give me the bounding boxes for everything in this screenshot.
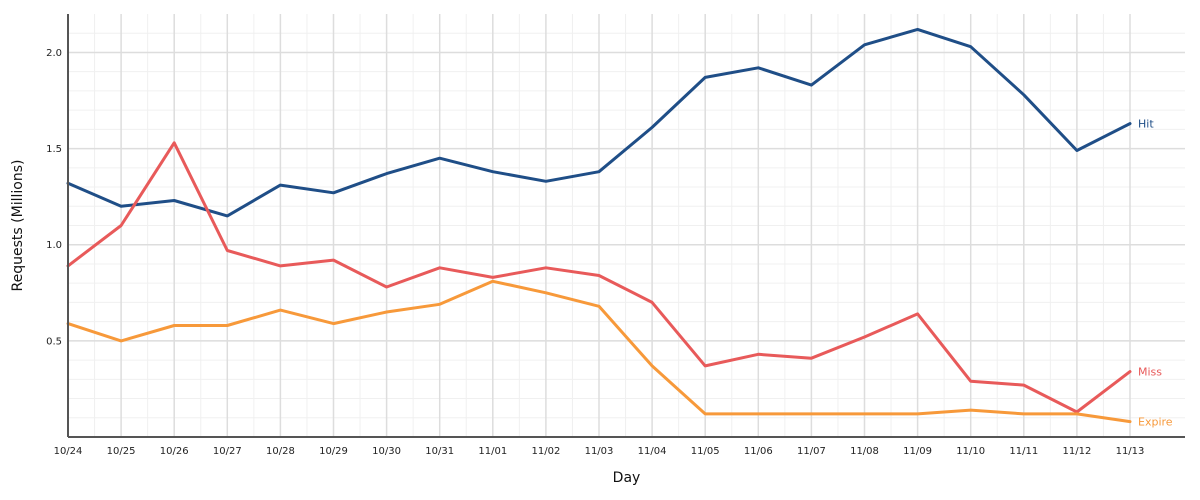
y-tick-labels: 0.5 1.0 1.5 2.0 (46, 48, 62, 347)
x-tick-label: 10/24 (54, 446, 83, 457)
x-tick-label: 11/11 (1009, 446, 1038, 457)
x-tick-label: 11/04 (638, 446, 667, 457)
x-tick-label: 11/06 (744, 446, 773, 457)
series-line-expire (66, 279, 1132, 424)
major-grid (67, 14, 1185, 437)
x-tick-label: 10/29 (319, 446, 348, 457)
minor-grid (68, 14, 1185, 437)
x-tick-label: 11/12 (1062, 446, 1091, 457)
series-labels: Hit Miss Expire (1138, 118, 1173, 429)
x-axis-title: Day (613, 470, 641, 486)
series-lines (66, 27, 1132, 424)
x-tick-label: 11/10 (956, 446, 985, 457)
y-axis-title: Requests (Millions) (10, 160, 26, 292)
series-label-expire: Expire (1138, 416, 1173, 429)
x-tick-label: 10/30 (372, 446, 401, 457)
y-tick-label: 0.5 (46, 336, 62, 347)
x-tick-label: 11/02 (531, 446, 560, 457)
x-tick-label: 11/03 (585, 446, 614, 457)
x-tick-label: 10/27 (213, 446, 242, 457)
x-tick-label: 10/31 (425, 446, 454, 457)
y-tick-label: 1.0 (46, 240, 62, 251)
series-label-hit: Hit (1138, 118, 1154, 131)
x-tick-label: 11/08 (850, 446, 879, 457)
x-tick-label: 11/13 (1116, 446, 1145, 457)
series-line-miss (66, 141, 1132, 414)
series-label-miss: Miss (1138, 366, 1162, 379)
x-tick-label: 11/09 (903, 446, 932, 457)
x-tick-label: 11/07 (797, 446, 826, 457)
y-tick-label: 1.5 (46, 144, 62, 155)
x-tick-label: 11/05 (691, 446, 720, 457)
x-tick-labels: 10/24 10/25 10/26 10/27 10/28 10/29 10/30 10/31… (54, 446, 1145, 457)
series-line-hit (66, 27, 1132, 218)
y-tick-label: 2.0 (46, 48, 62, 59)
x-tick-label: 10/26 (160, 446, 189, 457)
x-tick-label: 10/28 (266, 446, 295, 457)
x-tick-label: 11/01 (478, 446, 507, 457)
x-tick-label: 10/25 (107, 446, 136, 457)
